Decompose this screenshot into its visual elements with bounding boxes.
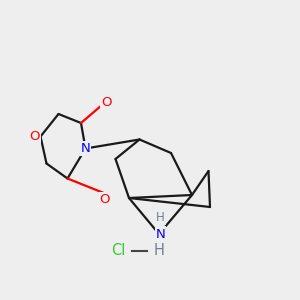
Text: N: N	[156, 227, 165, 241]
Text: H: H	[156, 211, 165, 224]
Text: Cl: Cl	[111, 243, 126, 258]
Text: H: H	[154, 243, 164, 258]
Text: O: O	[100, 193, 110, 206]
Text: O: O	[29, 130, 40, 143]
Text: N: N	[81, 142, 90, 155]
Text: O: O	[101, 95, 112, 109]
